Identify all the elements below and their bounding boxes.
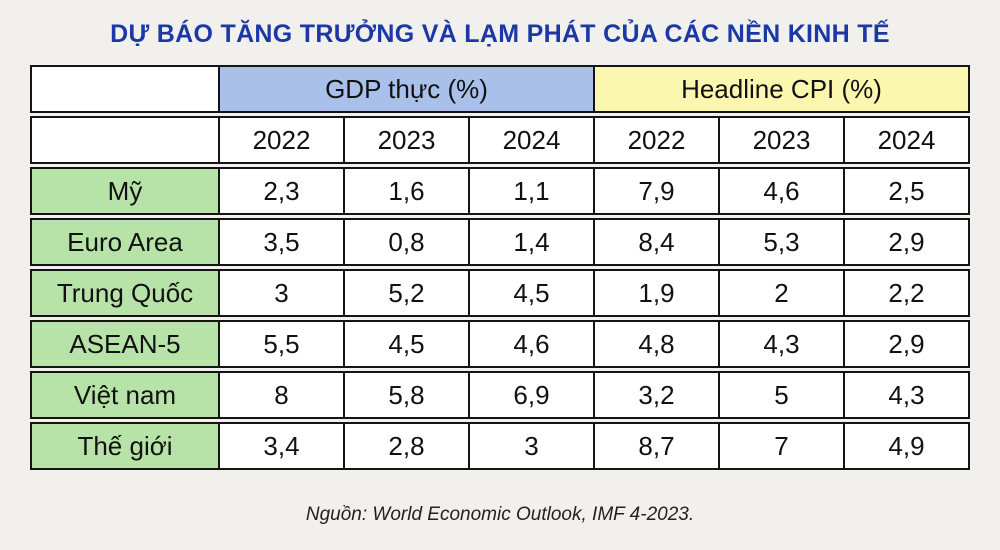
row-label: Euro Area: [30, 218, 220, 266]
value-cell: 2,8: [343, 422, 470, 470]
value-cell: 4,6: [718, 167, 845, 215]
value-cell: 4,3: [843, 371, 970, 419]
value-cell: 2,5: [843, 167, 970, 215]
value-cell: 1,9: [593, 269, 720, 317]
value-cell: 2,2: [843, 269, 970, 317]
table-row: Thế giới 3,4 2,8 3 8,7 7 4,9: [30, 422, 970, 470]
corner-cell-top: [30, 65, 220, 113]
value-cell: 0,8: [343, 218, 470, 266]
row-label: Mỹ: [30, 167, 220, 215]
value-cell: 4,5: [343, 320, 470, 368]
page-title: DỰ BÁO TĂNG TRƯỞNG VÀ LẠM PHÁT CỦA CÁC N…: [110, 20, 890, 48]
year-header: 2024: [843, 116, 970, 164]
value-cell: 7,9: [593, 167, 720, 215]
value-cell: 2,9: [843, 320, 970, 368]
value-cell: 1,6: [343, 167, 470, 215]
year-header: 2022: [593, 116, 720, 164]
group-header-row: GDP thực (%) Headline CPI (%): [30, 65, 970, 113]
table-row: Trung Quốc 3 5,2 4,5 1,9 2 2,2: [30, 269, 970, 317]
source-note: Nguồn: World Economic Outlook, IMF 4-202…: [305, 504, 695, 525]
year-header: 2024: [468, 116, 595, 164]
value-cell: 4,8: [593, 320, 720, 368]
value-cell: 3: [218, 269, 345, 317]
row-label: Trung Quốc: [30, 269, 220, 317]
value-cell: 2,3: [218, 167, 345, 215]
value-cell: 7: [718, 422, 845, 470]
year-header: 2023: [343, 116, 470, 164]
value-cell: 5,8: [343, 371, 470, 419]
value-cell: 8,4: [593, 218, 720, 266]
year-header: 2022: [218, 116, 345, 164]
year-header: 2023: [718, 116, 845, 164]
row-label: Việt nam: [30, 371, 220, 419]
value-cell: 4,3: [718, 320, 845, 368]
year-header-row: 2022 2023 2024 2022 2023 2024: [30, 116, 970, 164]
value-cell: 8: [218, 371, 345, 419]
value-cell: 4,5: [468, 269, 595, 317]
corner-cell-bottom: [30, 116, 220, 164]
forecast-table: GDP thực (%) Headline CPI (%) 2022 2023 …: [30, 65, 970, 470]
value-cell: 4,9: [843, 422, 970, 470]
value-cell: 2,9: [843, 218, 970, 266]
value-cell: 4,6: [468, 320, 595, 368]
value-cell: 5,5: [218, 320, 345, 368]
value-cell: 3,5: [218, 218, 345, 266]
table-row: Việt nam 8 5,8 6,9 3,2 5 4,3: [30, 371, 970, 419]
value-cell: 5: [718, 371, 845, 419]
value-cell: 8,7: [593, 422, 720, 470]
table-row: Euro Area 3,5 0,8 1,4 8,4 5,3 2,9: [30, 218, 970, 266]
value-cell: 5,3: [718, 218, 845, 266]
value-cell: 3,4: [218, 422, 345, 470]
value-cell: 5,2: [343, 269, 470, 317]
table-row: Mỹ 2,3 1,6 1,1 7,9 4,6 2,5: [30, 167, 970, 215]
cpi-group-header: Headline CPI (%): [593, 65, 970, 113]
value-cell: 2: [718, 269, 845, 317]
gdp-group-header: GDP thực (%): [218, 65, 595, 113]
row-label: Thế giới: [30, 422, 220, 470]
value-cell: 6,9: [468, 371, 595, 419]
row-label: ASEAN-5: [30, 320, 220, 368]
value-cell: 1,1: [468, 167, 595, 215]
value-cell: 1,4: [468, 218, 595, 266]
value-cell: 3,2: [593, 371, 720, 419]
value-cell: 3: [468, 422, 595, 470]
table-row: ASEAN-5 5,5 4,5 4,6 4,8 4,3 2,9: [30, 320, 970, 368]
